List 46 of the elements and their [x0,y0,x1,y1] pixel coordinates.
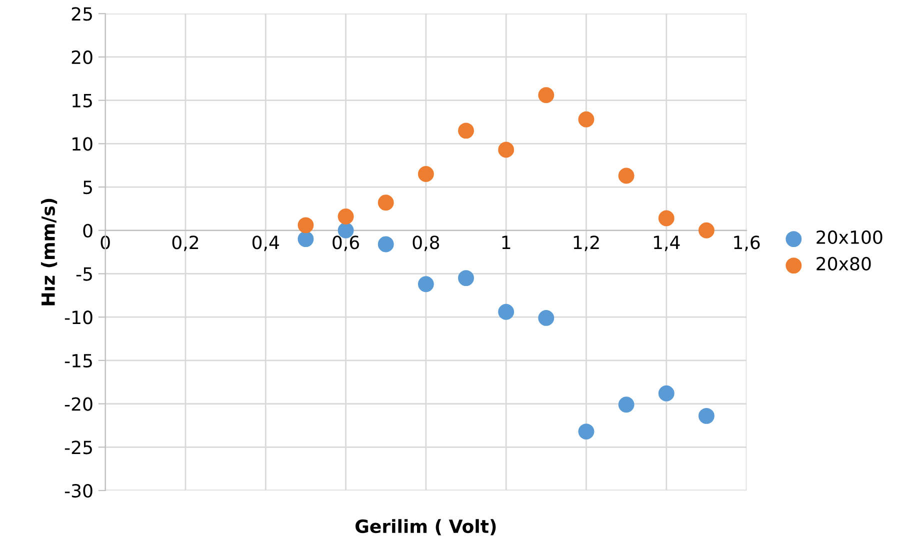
x-axis-title: Gerilim ( Volt) [356,519,496,536]
x-tick-label: 0 [100,236,110,250]
y-tick-label: 5 [83,180,92,194]
x-tick-label: 0,8 [412,236,440,252]
point [498,142,514,158]
x-tick-label: 1,6 [734,236,760,252]
point [698,408,714,424]
point [578,111,594,128]
point [298,231,314,248]
y-tick-label: -30 [64,484,92,498]
x-tick-label: 0,4 [252,236,279,252]
x-tick-label: 0,6 [332,236,360,252]
point [618,168,634,184]
x-tick-label: 1,4 [654,236,680,252]
point [698,222,714,238]
point [378,236,394,252]
y-tick-label: 0 [83,224,92,238]
y-tick-label: -25 [64,440,92,454]
y-tick-label: -5 [76,267,92,281]
point [458,122,474,139]
y-tick-label: 10 [72,137,92,151]
y-tick-label: -20 [64,397,92,411]
x-tick-label: 0,2 [172,236,198,252]
point [618,396,634,413]
legend-label: 20x100 [816,230,882,244]
y-tick-label: -10 [64,310,92,324]
point [578,424,594,440]
point [338,208,354,224]
point [418,276,434,292]
y-tick-label: 15 [72,94,92,108]
point [418,166,434,182]
point [538,87,554,104]
x-tick-label: 1,2 [574,236,599,252]
point [658,210,674,226]
point [298,217,314,234]
point [458,270,474,286]
point [658,385,674,402]
y-axis-title: Hız (mm/s) [41,198,58,306]
x-tick-label: 1 [502,236,510,249]
y-tick-label: 25 [72,7,92,21]
point [498,304,514,320]
point [378,194,394,211]
legend-label: 20x80 [816,256,871,271]
point [538,310,554,326]
y-tick-label: 20 [72,50,92,64]
y-tick-label: -15 [64,354,92,368]
